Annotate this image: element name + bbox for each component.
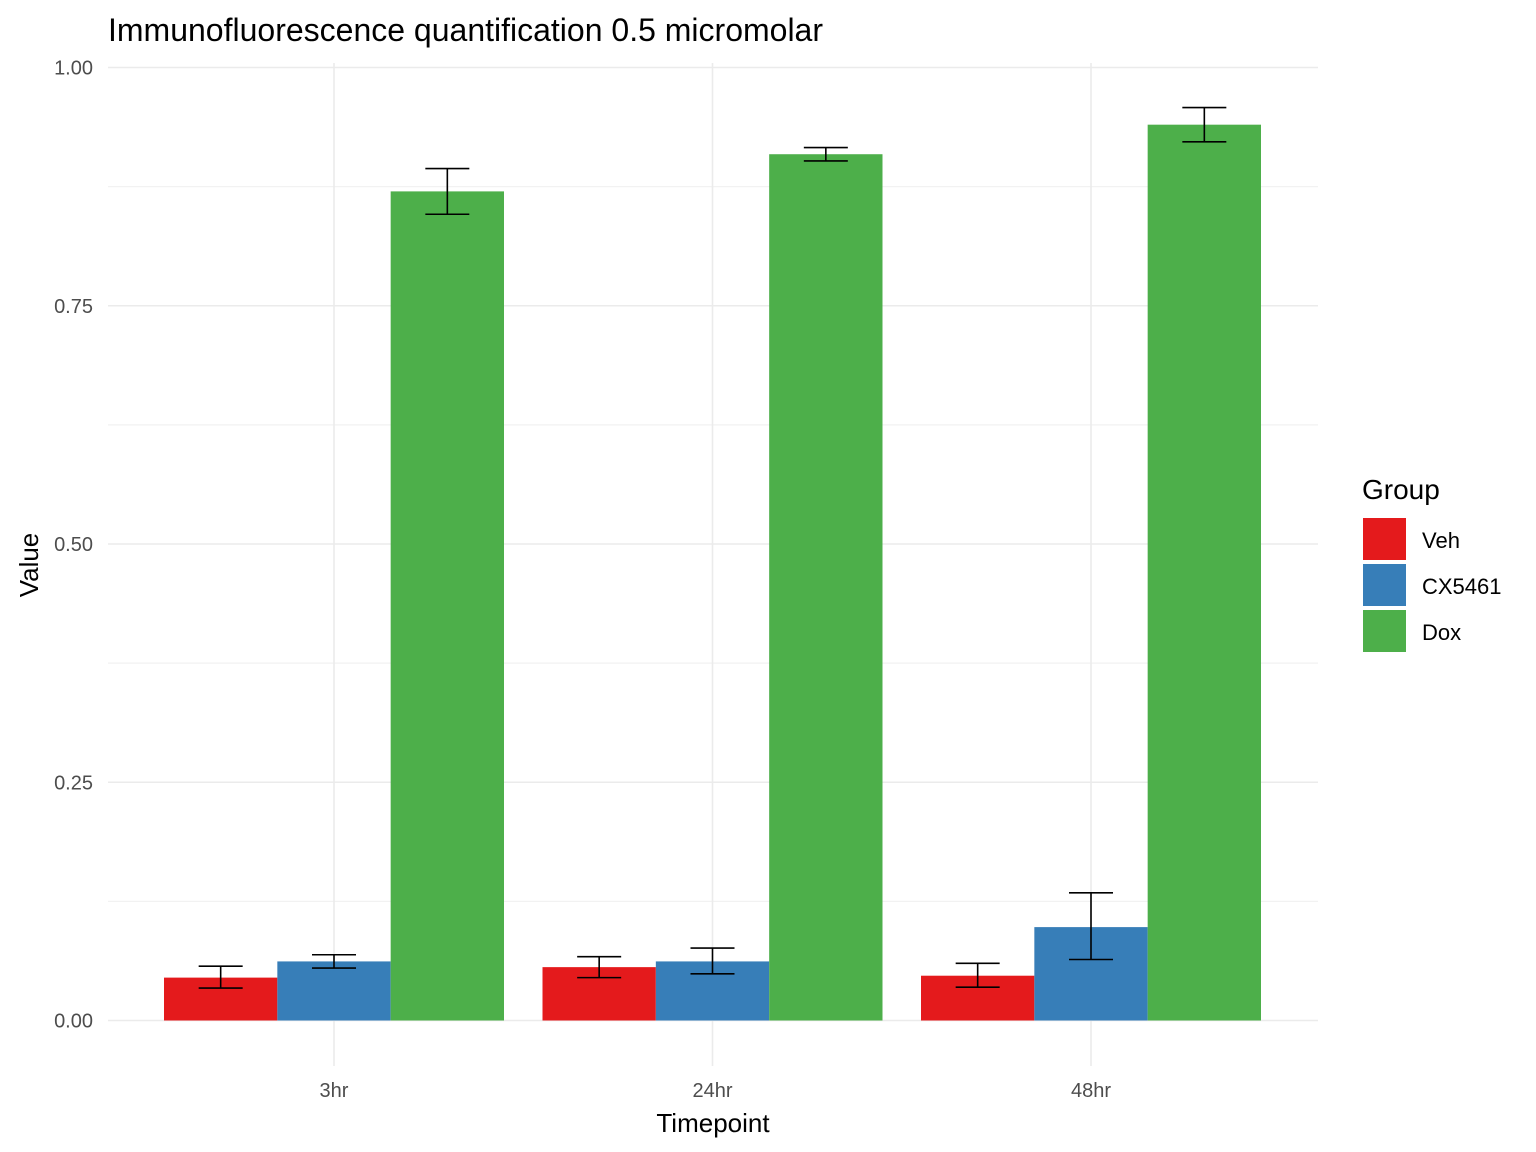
legend: Group Veh CX5461 Dox — [1362, 474, 1502, 652]
error-bar-veh-3hr — [198, 965, 243, 989]
x-tick-label: 48hr — [1071, 1080, 1111, 1102]
x-tick-label: 3hr — [320, 1080, 349, 1102]
legend-label-dox: Dox — [1422, 620, 1461, 645]
y-axis-ticks: 0.00 0.25 0.50 0.75 1.00 — [54, 58, 93, 1033]
bar-dox-3hr — [390, 191, 504, 1021]
y-tick-label: 0.50 — [54, 534, 93, 556]
error-bars — [198, 106, 1227, 989]
legend-label-cx5461: CX5461 — [1422, 574, 1502, 599]
error-bar-cx5461-3hr — [312, 953, 356, 969]
bar-dox-24hr — [769, 154, 883, 1021]
y-tick-label: 1.00 — [54, 58, 93, 80]
error-bar-cx5461-48hr — [1069, 891, 1113, 961]
x-tick-label: 24hr — [692, 1080, 732, 1102]
error-bar-cx5461-24hr — [690, 947, 735, 975]
chart-title: Immunofluorescence quantification 0.5 mi… — [108, 12, 823, 48]
error-bar-dox-48hr — [1182, 106, 1227, 143]
y-tick-label: 0.75 — [54, 296, 93, 318]
x-axis-ticks: 3hr 24hr 48hr — [320, 1080, 1112, 1102]
error-bar-dox-24hr — [803, 146, 848, 162]
legend-key-veh — [1363, 518, 1406, 560]
error-bar-veh-24hr — [577, 955, 622, 979]
bar-cx5461-3hr — [277, 961, 391, 1021]
y-tick-label: 0.25 — [54, 772, 93, 794]
legend-key-dox — [1363, 610, 1406, 652]
legend-label-veh: Veh — [1422, 528, 1460, 553]
legend-title: Group — [1362, 474, 1440, 505]
error-bar-dox-3hr — [425, 167, 470, 216]
x-axis-title: Timepoint — [656, 1108, 770, 1138]
grid — [108, 63, 1318, 1066]
y-tick-label: 0.00 — [54, 1011, 93, 1033]
legend-key-cx5461 — [1363, 564, 1406, 606]
error-bar-veh-48hr — [955, 962, 1000, 988]
y-axis-title: Value — [14, 533, 44, 598]
bar-dox-48hr — [1147, 124, 1261, 1021]
bars — [164, 124, 1261, 1021]
